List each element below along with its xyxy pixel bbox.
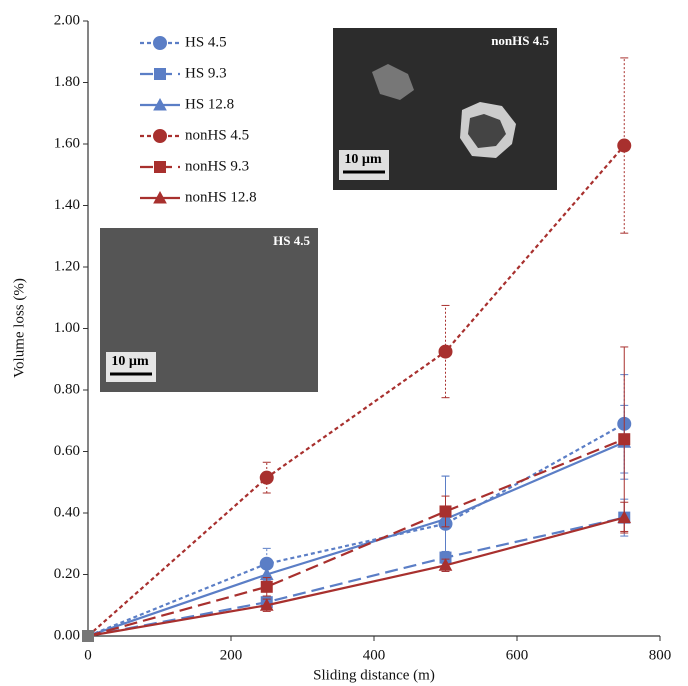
legend-label: HS 9.3	[185, 65, 227, 81]
legend-label: HS 12.8	[185, 96, 234, 112]
marker	[259, 470, 274, 485]
inset-label: nonHS 4.5	[491, 33, 549, 48]
marker	[618, 433, 631, 446]
y-tick-label: 1.60	[54, 135, 80, 151]
y-tick-label: 0.80	[54, 381, 80, 397]
x-tick-label: 800	[649, 647, 672, 663]
y-tick-label: 0.00	[54, 627, 80, 643]
inset-feature	[372, 64, 414, 100]
y-tick-label: 1.20	[54, 258, 80, 274]
legend-marker	[154, 161, 166, 173]
inset-scale-bg	[339, 150, 389, 180]
y-tick-label: 1.40	[54, 197, 80, 213]
y-tick-label: 0.60	[54, 443, 80, 459]
marker	[438, 344, 453, 359]
legend-label: nonHS 9.3	[185, 158, 249, 174]
y-tick-label: 1.00	[54, 320, 80, 336]
series-line	[87, 422, 625, 638]
x-tick-label: 0	[84, 647, 92, 663]
y-tick-label: 0.40	[54, 504, 80, 520]
error-bar	[620, 57, 629, 234]
inset-scale-label: 10 µm	[111, 354, 149, 369]
marker	[617, 510, 632, 524]
inset-feature	[468, 114, 506, 148]
y-tick-label: 0.20	[54, 566, 80, 582]
error-bar	[441, 304, 450, 399]
inset-scale-bg	[106, 352, 156, 382]
marker	[259, 598, 274, 611]
marker	[260, 580, 273, 593]
series-line	[87, 516, 625, 638]
legend-marker	[154, 68, 166, 80]
x-axis-label: Sliding distance (m)	[313, 667, 435, 683]
legend-marker	[153, 190, 167, 204]
marker	[439, 505, 452, 518]
y-tick-label: 1.80	[54, 74, 80, 90]
x-tick-label: 200	[220, 647, 243, 663]
marker	[438, 558, 453, 571]
legend-marker	[153, 97, 167, 111]
legend-label: nonHS 12.8	[185, 189, 257, 205]
series-line	[87, 516, 625, 638]
y-tick-label: 2.00	[54, 12, 80, 28]
marker	[617, 138, 632, 153]
series-line	[87, 441, 625, 638]
inset-scale-label: 10 µm	[344, 152, 382, 167]
inset-label: HS 4.5	[273, 233, 310, 248]
y-axis-label: Volume loss (%)	[11, 278, 27, 378]
x-tick-label: 400	[363, 647, 386, 663]
x-tick-label: 600	[506, 647, 529, 663]
marker	[82, 630, 94, 642]
series-line	[87, 438, 625, 638]
series-line	[87, 144, 626, 637]
legend-label: HS 4.5	[185, 34, 227, 50]
legend-marker	[153, 129, 167, 143]
error-bar	[262, 461, 271, 494]
legend-marker	[153, 36, 167, 50]
legend-label: nonHS 4.5	[185, 127, 249, 143]
